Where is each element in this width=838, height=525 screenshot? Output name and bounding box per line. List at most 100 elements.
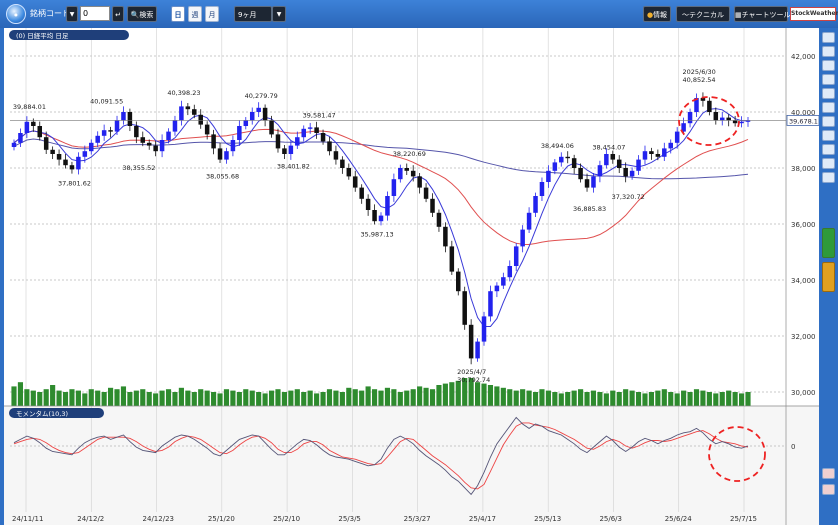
price-annotation: 39,581.47 <box>303 112 336 120</box>
candle-body <box>159 140 165 152</box>
volume-bar <box>455 380 461 406</box>
tool-channel-icon[interactable] <box>822 74 835 85</box>
candle-body <box>95 135 100 143</box>
candle-body <box>224 151 229 160</box>
x-tick-label: 25/4/17 <box>469 515 496 523</box>
tool-panel-orange-icon[interactable] <box>822 262 835 292</box>
tool-fibo-icon[interactable] <box>822 116 835 127</box>
info-button[interactable]: ●情報 <box>643 6 671 22</box>
candle-body <box>230 140 236 152</box>
tool-eraser-icon[interactable] <box>822 158 835 169</box>
volume-bar <box>681 390 687 406</box>
tool-vline-icon[interactable] <box>822 102 835 113</box>
main-panel-bg <box>4 28 819 406</box>
candle-body <box>11 142 17 147</box>
candle-body <box>674 131 680 143</box>
range-chevron-down-icon[interactable]: ▼ <box>272 6 286 22</box>
volume-bar <box>423 387 429 406</box>
volume-bar <box>37 392 43 406</box>
volume-bar <box>565 392 571 406</box>
tool-red-1-icon[interactable] <box>822 468 835 479</box>
volume-bar <box>481 383 487 406</box>
tool-hline-icon[interactable] <box>822 88 835 99</box>
volume-bar <box>101 392 107 406</box>
price-annotation: 30,792.74 <box>457 376 490 384</box>
candle-body <box>108 130 113 132</box>
period-weekly-button[interactable]: 週 <box>188 6 202 22</box>
volume-bar <box>513 390 519 406</box>
candle-body <box>198 114 203 125</box>
period-monthly-button[interactable]: 月 <box>205 6 219 22</box>
candle-body <box>134 126 139 138</box>
candle-body <box>565 156 570 159</box>
tool-red-2-icon[interactable] <box>822 484 835 495</box>
candle-body <box>166 131 171 140</box>
volume-bar <box>693 389 700 406</box>
volume-bar <box>320 392 326 406</box>
candle-body <box>462 291 467 325</box>
volume-bar <box>191 392 197 406</box>
price-annotation: 36,885.83 <box>573 205 606 213</box>
volume-bar <box>417 386 423 406</box>
candle-body <box>520 229 525 247</box>
x-tick-label: 24/11/11 <box>12 515 43 523</box>
volume-bar <box>507 389 513 406</box>
candle-body <box>571 158 577 168</box>
tool-panel-green-icon[interactable] <box>822 228 835 258</box>
candle-body <box>739 121 744 124</box>
candle-body <box>616 159 622 168</box>
technical-button[interactable]: 〜テクニカル <box>676 6 730 22</box>
tool-arrow-icon[interactable] <box>822 32 835 43</box>
volume-bar <box>256 392 262 406</box>
candle-body <box>140 137 146 143</box>
volume-bar <box>545 390 551 406</box>
candle-body <box>82 151 88 157</box>
enter-icon[interactable]: ↵ <box>112 6 124 22</box>
code-dropdown-chevron-icon[interactable]: ▼ <box>66 6 78 22</box>
search-button[interactable]: 🔍検索 <box>127 6 157 22</box>
price-annotation: 40,091.55 <box>90 97 123 105</box>
main-panel-tab <box>9 30 129 40</box>
volume-bar <box>43 389 49 406</box>
chart-tools-button[interactable]: ▦チャートツール <box>734 6 791 22</box>
volume-bar <box>365 386 371 406</box>
volume-bar <box>69 389 75 406</box>
x-tick-label: 25/6/24 <box>665 515 693 523</box>
candle-body <box>192 109 197 115</box>
volume-bar <box>262 393 268 406</box>
tool-pencil-icon[interactable] <box>822 46 835 57</box>
tool-zoom-icon[interactable] <box>822 144 835 155</box>
candle-body <box>552 162 558 171</box>
volume-bar <box>172 392 178 406</box>
volume-bar <box>378 390 384 406</box>
candle-body <box>430 198 435 213</box>
candle-body <box>604 154 609 166</box>
current-price-label: 39,678.1 <box>789 117 818 125</box>
candle-body <box>687 112 693 124</box>
volume-bar <box>462 378 468 406</box>
y-tick-label: 42,000 <box>791 53 816 61</box>
volume-bar <box>475 382 481 406</box>
candle-body <box>50 149 55 154</box>
volume-bar <box>108 387 114 406</box>
y-tick-label: 38,000 <box>791 165 816 173</box>
volume-bar <box>288 390 294 406</box>
volume-bar <box>494 386 500 406</box>
tool-settings-icon[interactable] <box>822 172 835 183</box>
volume-bar <box>629 390 635 406</box>
search-label: 検索 <box>139 11 154 19</box>
range-select[interactable]: 9ヶ月 <box>234 6 272 22</box>
candle-body <box>101 130 107 136</box>
candle-body <box>533 196 538 213</box>
tool-line-icon[interactable] <box>822 60 835 71</box>
volume-bar <box>384 387 391 406</box>
candle-body <box>526 212 532 230</box>
volume-bar <box>281 392 287 406</box>
period-daily-button[interactable]: 日 <box>171 6 185 22</box>
code-input[interactable]: 0 <box>80 6 110 21</box>
tool-text-icon[interactable] <box>822 130 835 141</box>
volume-bar <box>352 389 358 406</box>
x-tick-label: 25/6/3 <box>599 515 622 523</box>
info-label: 情報 <box>653 11 668 19</box>
